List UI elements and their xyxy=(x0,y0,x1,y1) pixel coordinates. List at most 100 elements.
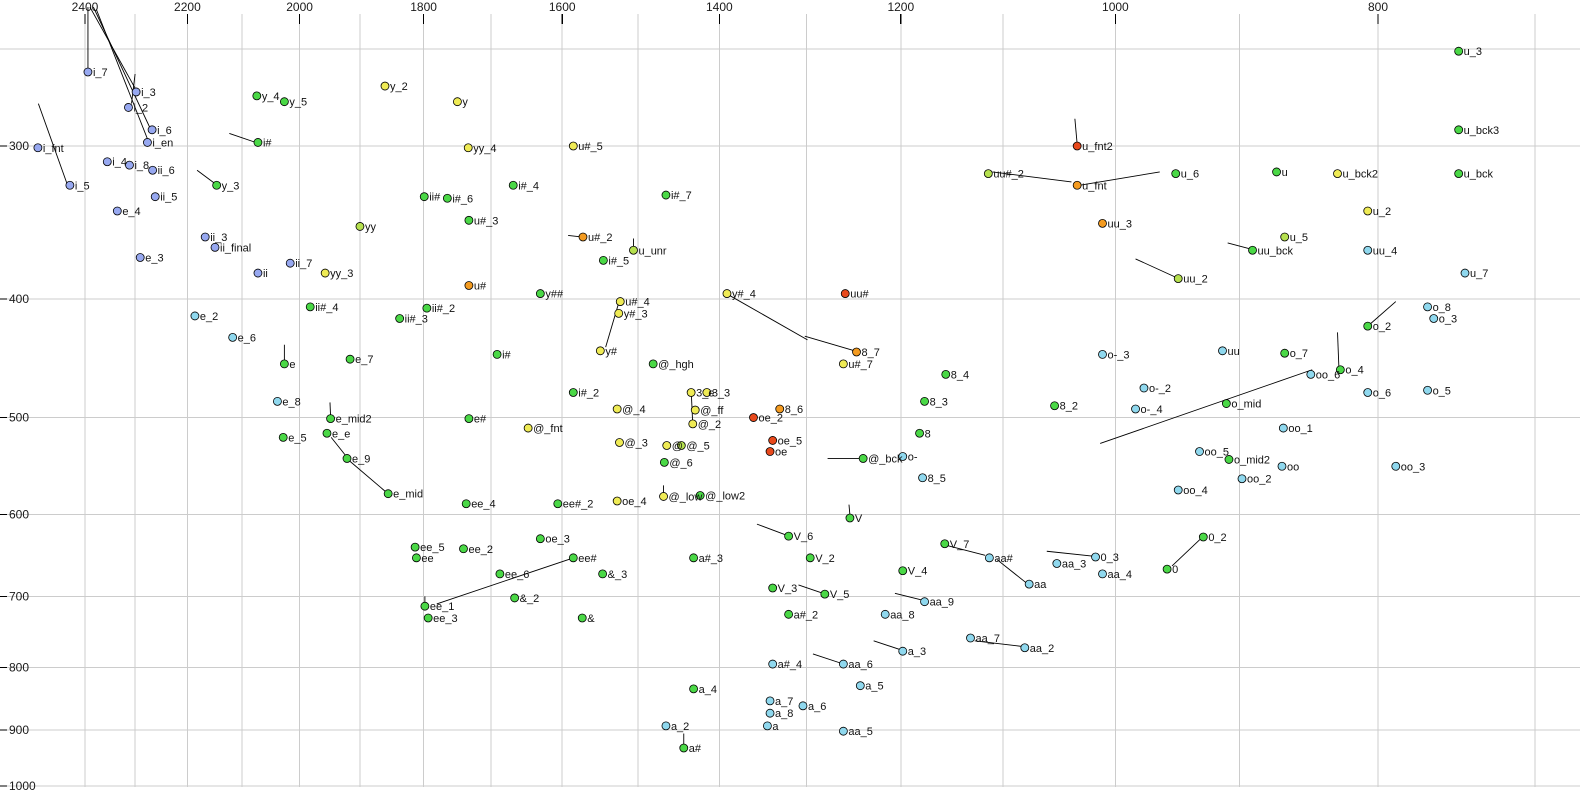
point-label: yy xyxy=(365,221,377,233)
data-point xyxy=(253,138,263,147)
point-label: o_mid xyxy=(1231,399,1261,411)
data-point xyxy=(659,457,669,467)
point-label: oe xyxy=(775,447,787,459)
point-label: i#_6 xyxy=(452,193,473,205)
point-label: & xyxy=(587,613,595,625)
data-point xyxy=(380,81,390,91)
data-point xyxy=(1363,206,1373,216)
point-label: e_7 xyxy=(355,354,373,366)
point-label: @_bck xyxy=(868,453,903,465)
data-point xyxy=(1363,321,1373,331)
data-point xyxy=(273,396,282,406)
data-point xyxy=(615,297,625,306)
data-point xyxy=(820,589,830,599)
data-point xyxy=(1391,461,1401,471)
point-label: u_fnt xyxy=(1082,180,1106,192)
data-point xyxy=(279,359,289,369)
point-label: e_6 xyxy=(238,332,256,344)
leader-line xyxy=(1171,538,1202,567)
data-point xyxy=(686,388,696,397)
data-point xyxy=(1162,564,1172,574)
point-label: e xyxy=(289,359,295,371)
point-label: 3_3 xyxy=(712,388,730,400)
point-label: e_5 xyxy=(288,432,306,444)
point-label: V_4 xyxy=(908,566,928,578)
leader-line xyxy=(756,523,787,536)
data-point xyxy=(1195,447,1204,456)
data-point xyxy=(1091,552,1100,562)
point-label: o_3 xyxy=(1439,313,1457,325)
data-point xyxy=(33,143,43,153)
point-label: ii# xyxy=(429,192,441,204)
point-label: e_8 xyxy=(282,396,300,408)
data-point xyxy=(1098,569,1107,579)
data-point xyxy=(322,428,332,438)
point-label: e_mid xyxy=(393,489,423,501)
point-label: i# xyxy=(263,137,272,149)
point-label: e_2 xyxy=(200,311,218,323)
point-label: ee_3 xyxy=(433,613,457,625)
point-label: @_fnt xyxy=(533,423,563,435)
point-label: a#_4 xyxy=(778,659,802,671)
data-point xyxy=(410,542,420,552)
data-point xyxy=(568,553,578,563)
leader-line xyxy=(1135,258,1176,278)
data-point xyxy=(279,97,289,107)
point-label: u#_2 xyxy=(588,232,612,244)
data-point xyxy=(422,303,432,313)
leader-line xyxy=(1074,118,1078,145)
data-point xyxy=(1072,180,1082,190)
point-label: ii_6 xyxy=(158,165,175,177)
point-label: ee_6 xyxy=(505,569,529,581)
data-point xyxy=(419,192,429,202)
point-label: u_5 xyxy=(1290,232,1308,244)
data-point xyxy=(508,180,518,190)
point-label: a_6 xyxy=(808,701,826,713)
leader-line xyxy=(728,294,808,341)
point-label: i_en xyxy=(152,137,173,149)
point-label: V_2 xyxy=(815,553,835,565)
point-label: aa# xyxy=(994,553,1013,565)
data-point xyxy=(1218,346,1227,356)
data-point xyxy=(838,359,848,369)
point-label: y#_4 xyxy=(732,289,756,301)
data-point xyxy=(1363,245,1373,255)
point-label: 8_4 xyxy=(951,369,969,381)
x-axis-tick-label: 1000 xyxy=(1102,0,1129,14)
data-point xyxy=(1423,302,1432,312)
leader-line xyxy=(436,558,572,605)
point-label: ii_7 xyxy=(295,258,312,270)
point-label: ii#_3 xyxy=(405,313,428,325)
data-point xyxy=(612,404,622,414)
point-label: i_8 xyxy=(134,160,149,172)
data-point xyxy=(648,359,658,369)
point-label: e_4 xyxy=(122,206,140,218)
point-label: aa_6 xyxy=(848,659,872,671)
point-label: 8 xyxy=(925,428,931,440)
point-label: a_7 xyxy=(775,696,793,708)
point-label: @_2 xyxy=(698,419,721,431)
data-point xyxy=(253,268,263,278)
data-point xyxy=(765,447,775,456)
data-point xyxy=(345,354,355,364)
point-label: o_7 xyxy=(1290,348,1308,360)
data-point xyxy=(342,454,352,463)
leader-line xyxy=(1100,369,1313,444)
data-point xyxy=(941,369,951,379)
point-label: e# xyxy=(474,414,487,426)
point-label: ee#_2 xyxy=(563,499,594,511)
data-point xyxy=(535,289,545,298)
x-axis-tick-label: 2400 xyxy=(72,0,99,14)
point-label: yy_4 xyxy=(473,143,496,155)
point-label: V_5 xyxy=(830,589,850,601)
data-point xyxy=(1280,348,1290,358)
point-label: oo_3 xyxy=(1401,461,1425,473)
point-label: o_4 xyxy=(1345,365,1363,377)
y-axis-tick-label: 300 xyxy=(9,139,29,153)
data-point xyxy=(661,721,671,731)
data-point xyxy=(662,441,672,450)
x-axis-tick-label: 2200 xyxy=(174,0,201,14)
data-point xyxy=(1098,218,1107,228)
point-label: y_2 xyxy=(390,81,408,93)
leader-line xyxy=(229,133,256,143)
